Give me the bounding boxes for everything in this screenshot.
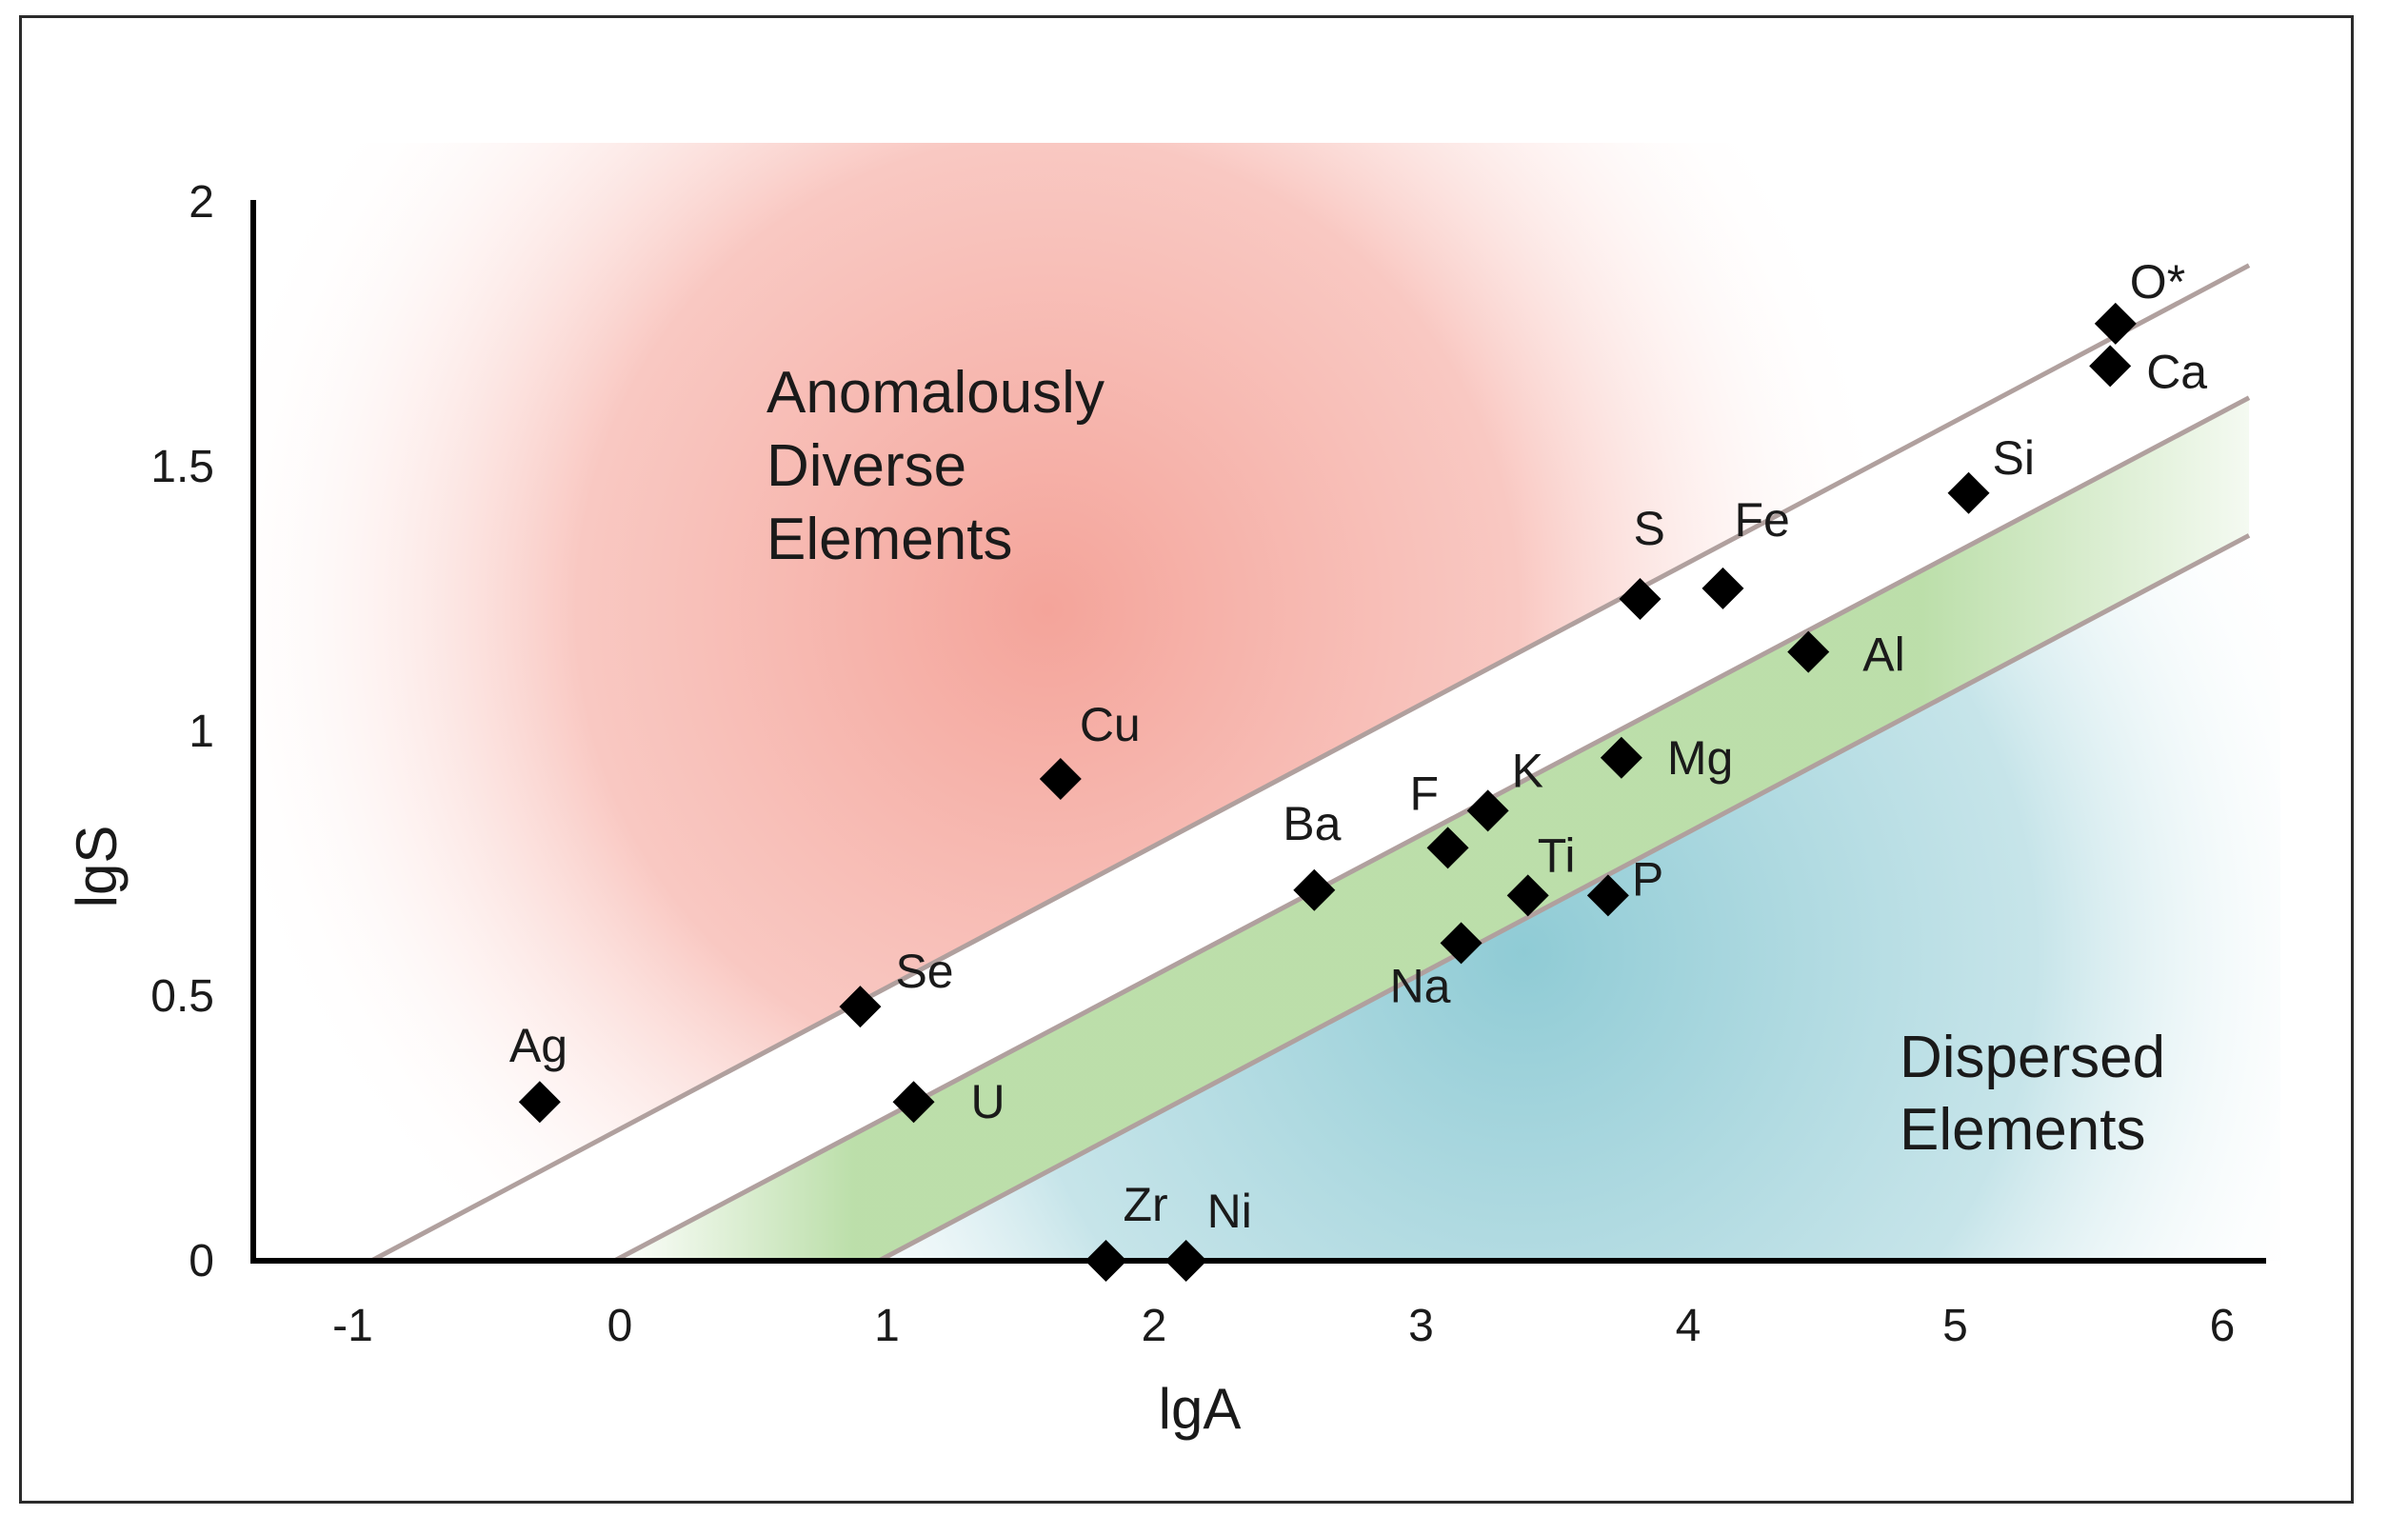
data-point-al [1787,630,1830,673]
dispersed-region-label: Dispersed Elements [1900,1025,2181,1163]
point-label: Ti [1538,828,1576,882]
anomalous-region-label: Anomalously Diverse Elements [766,360,1121,572]
point-label: Ba [1283,797,1341,850]
data-point-p [1586,874,1629,917]
point-label: Ni [1207,1185,1252,1238]
data-point-ag [518,1081,561,1124]
point-label: Na [1390,959,1451,1012]
x-tick-label: 5 [1942,1301,1968,1351]
point-label: Mg [1667,731,1733,785]
dispersed-region [879,535,2280,1261]
y-tick-label: 1.5 [150,442,214,492]
y-tick-label: 0.5 [150,971,214,1022]
y-axis-title: lgS [65,826,129,908]
x-tick-label: 3 [1408,1301,1434,1351]
data-point-ca [2089,345,2132,388]
x-tick-label: 0 [607,1301,633,1351]
point-label: K [1512,744,1543,797]
point-label: S [1634,502,1665,555]
point-label: Zr [1124,1178,1168,1231]
point-label: U [971,1075,1005,1128]
data-point-ti [1506,874,1549,917]
x-tick-label: 4 [1676,1301,1702,1351]
data-point-k [1466,789,1509,832]
x-axis-title: lgA [1159,1377,1242,1441]
point-label: O* [2130,255,2185,309]
figure-frame [19,15,2354,1504]
reference-line-lower [877,533,2251,1264]
point-label: F [1410,767,1440,820]
point-label: Ag [509,1019,567,1072]
y-tick-label: 2 [189,177,214,228]
data-point-cu [1039,758,1082,801]
data-point-si [1947,471,1990,514]
x-tick-label: 1 [874,1301,900,1351]
point-label: Se [895,945,953,998]
data-point-ba [1293,868,1336,911]
point-label: Si [1993,431,2035,485]
data-point-zr [1085,1240,1127,1282]
y-tick-label: 0 [189,1236,214,1286]
anomalous-line-2: Diverse [766,433,966,499]
dispersed-line-2: Elements [1900,1097,2145,1163]
data-point-na [1440,922,1483,965]
y-tick-label: 1 [189,707,214,757]
x-tick-label: -1 [332,1301,373,1351]
data-point-ni [1164,1240,1207,1282]
anomalous-line-3: Elements [766,507,1012,572]
x-tick-label: 6 [2210,1301,2236,1351]
x-tick-label: 2 [1142,1301,1167,1351]
data-point-ostar [2094,302,2137,345]
point-label: Ca [2146,345,2207,398]
data-point-u [892,1081,935,1124]
point-label: P [1632,852,1663,906]
data-point-s [1619,578,1662,620]
point-label: Cu [1080,698,1141,751]
reference-line-upper [369,263,2251,1264]
reference-line-middle [613,395,2251,1264]
data-point-mg [1600,736,1642,779]
dispersed-line-1: Dispersed [1900,1025,2165,1090]
anomalous-region [252,143,2280,1261]
data-point-fe [1702,567,1744,609]
data-point-f [1426,827,1469,869]
data-point-se [839,986,882,1028]
point-label: Fe [1734,493,1789,547]
anomalous-line-1: Anomalously [766,360,1104,426]
point-label: Al [1862,628,1904,682]
